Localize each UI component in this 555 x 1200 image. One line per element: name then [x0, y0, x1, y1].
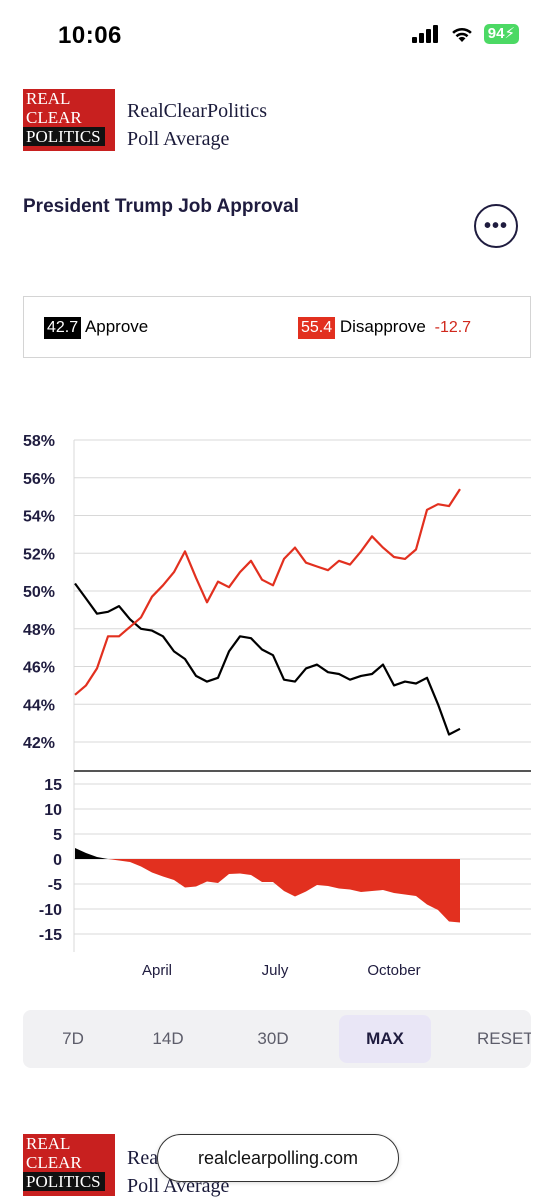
footer-logo-line-2: CLEAR	[26, 1153, 82, 1172]
approve-summary: 42.7 Approve	[44, 317, 148, 339]
approve-label: Approve	[84, 317, 149, 336]
logo-line-3: POLITICS	[23, 127, 105, 146]
spread-tick-label: 0	[53, 852, 62, 869]
y-tick-label: 56%	[23, 471, 55, 488]
x-axis-label: July	[262, 962, 289, 979]
range-max-button[interactable]: MAX	[339, 1015, 431, 1063]
approve-line	[74, 582, 461, 736]
x-axis-label: April	[142, 962, 172, 979]
page-title: President Trump Job Approval	[23, 196, 299, 217]
y-tick-label: 44%	[23, 697, 55, 714]
disapprove-line	[74, 488, 461, 696]
signal-icon	[411, 25, 438, 43]
y-tick-label: 48%	[23, 622, 55, 639]
y-tick-label: 50%	[23, 584, 55, 601]
range-reset-button[interactable]: RESET	[477, 1029, 531, 1048]
disapprove-label: Disapprove	[339, 317, 426, 336]
status-time: 10:06	[58, 22, 122, 49]
spread-tick-label: -15	[39, 927, 62, 944]
spread-value: -12.7	[434, 319, 472, 336]
footer-rcp-logo[interactable]: REAL CLEAR POLITICS	[23, 1134, 115, 1196]
y-tick-label: 42%	[23, 735, 55, 752]
logo-line-1: REAL	[26, 89, 71, 108]
more-options-button[interactable]: •••	[474, 204, 518, 248]
y-tick-label: 52%	[23, 546, 55, 563]
spread-tick-label: 5	[53, 827, 62, 844]
site-name[interactable]: RealClearPolitics Poll Average	[127, 97, 267, 153]
spread-tick-label: -10	[39, 902, 62, 919]
y-tick-label: 58%	[23, 433, 55, 450]
site-name-line1: RealClearPolitics	[127, 100, 267, 122]
range-7d-button[interactable]: 7D	[62, 1029, 84, 1048]
range-14d-button[interactable]: 14D	[152, 1029, 184, 1048]
status-bar: 10:06 94⚡	[0, 0, 555, 70]
y-tick-label: 46%	[23, 660, 55, 677]
wifi-icon	[451, 27, 472, 42]
poll-summary: 42.7 Approve 55.4 Disapprove -12.7	[23, 296, 531, 358]
disapprove-value: 55.4	[298, 317, 336, 339]
battery-icon: 94⚡	[483, 24, 519, 44]
footer-logo-line-1: REAL	[26, 1134, 71, 1153]
x-axis-label: October	[367, 962, 420, 979]
spread-negative-area	[75, 859, 460, 923]
range-selector: 7D 14D 30D MAX RESET	[23, 1010, 531, 1068]
spread-positive-area	[75, 848, 460, 859]
approval-chart[interactable]: 58% 56% 54% 52% 50% 48% 46% 44% 42% 15 10 5 0 -5 -10 -1…	[0, 420, 555, 990]
spread-tick-label: 10	[44, 802, 62, 819]
status-icons: 94⚡	[411, 24, 519, 44]
logo-line-2: CLEAR	[26, 108, 82, 127]
footer-logo-line-3: POLITICS	[23, 1172, 105, 1191]
range-30d-button[interactable]: 30D	[257, 1029, 289, 1048]
battery-level: 94	[487, 25, 505, 42]
spread-tick-label: -5	[48, 877, 62, 894]
url-bar[interactable]: realclearpolling.com	[157, 1134, 399, 1182]
spread-tick-label: 15	[44, 777, 62, 794]
more-icon: •••	[483, 214, 508, 237]
y-tick-label: 54%	[23, 509, 55, 526]
disapprove-summary: 55.4 Disapprove -12.7	[298, 317, 471, 339]
rcp-logo[interactable]: REAL CLEAR POLITICS	[23, 89, 115, 151]
site-name-line2: Poll Average	[127, 128, 230, 150]
approve-value: 42.7	[44, 317, 82, 339]
